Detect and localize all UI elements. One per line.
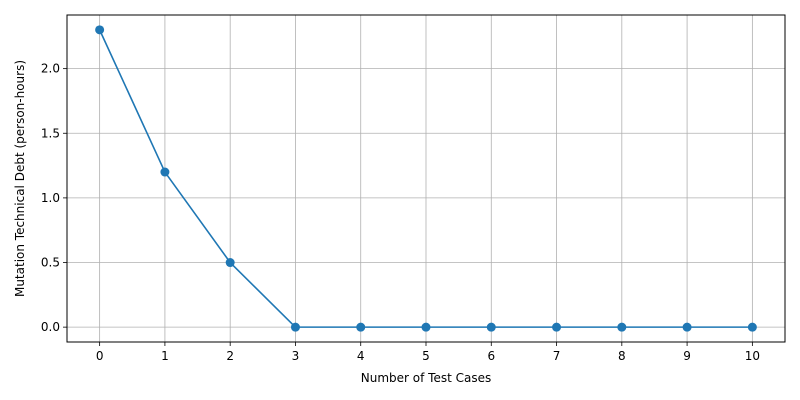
x-tick-label: 10 bbox=[745, 349, 760, 363]
data-point bbox=[617, 322, 627, 332]
x-tick-label: 0 bbox=[96, 349, 104, 363]
data-point bbox=[95, 25, 105, 35]
x-tick-label: 7 bbox=[553, 349, 561, 363]
x-tick-label: 1 bbox=[161, 349, 169, 363]
data-point bbox=[290, 322, 300, 332]
data-point bbox=[421, 322, 431, 332]
x-tick-label: 4 bbox=[357, 349, 365, 363]
y-tick-label: 0.5 bbox=[41, 256, 60, 270]
x-tick-label: 6 bbox=[487, 349, 495, 363]
x-tick-label: 5 bbox=[422, 349, 430, 363]
x-tick-label: 8 bbox=[618, 349, 626, 363]
data-point bbox=[225, 258, 235, 268]
y-tick-label: 1.5 bbox=[41, 126, 60, 140]
y-tick-label: 1.0 bbox=[41, 191, 60, 205]
y-tick-label: 2.0 bbox=[41, 62, 60, 76]
y-axis-label: Mutation Technical Debt (person-hours) bbox=[13, 60, 27, 297]
data-point bbox=[552, 322, 562, 332]
series-layer bbox=[95, 25, 757, 332]
x-tick-label: 3 bbox=[292, 349, 300, 363]
grid-lines bbox=[67, 15, 785, 342]
axis-ticks: 0 1 2 3 4 5 6 7 8 9 10 0.0 0.5 1.0 1.5 2.0 bbox=[41, 62, 760, 363]
data-point bbox=[682, 322, 692, 332]
data-point bbox=[160, 167, 170, 177]
data-point bbox=[747, 322, 757, 332]
x-tick-label: 2 bbox=[226, 349, 234, 363]
y-tick-label: 0.0 bbox=[41, 320, 60, 334]
data-point bbox=[486, 322, 496, 332]
x-axis-label: Number of Test Cases bbox=[361, 371, 491, 385]
x-tick-label: 9 bbox=[683, 349, 691, 363]
data-point bbox=[356, 322, 366, 332]
